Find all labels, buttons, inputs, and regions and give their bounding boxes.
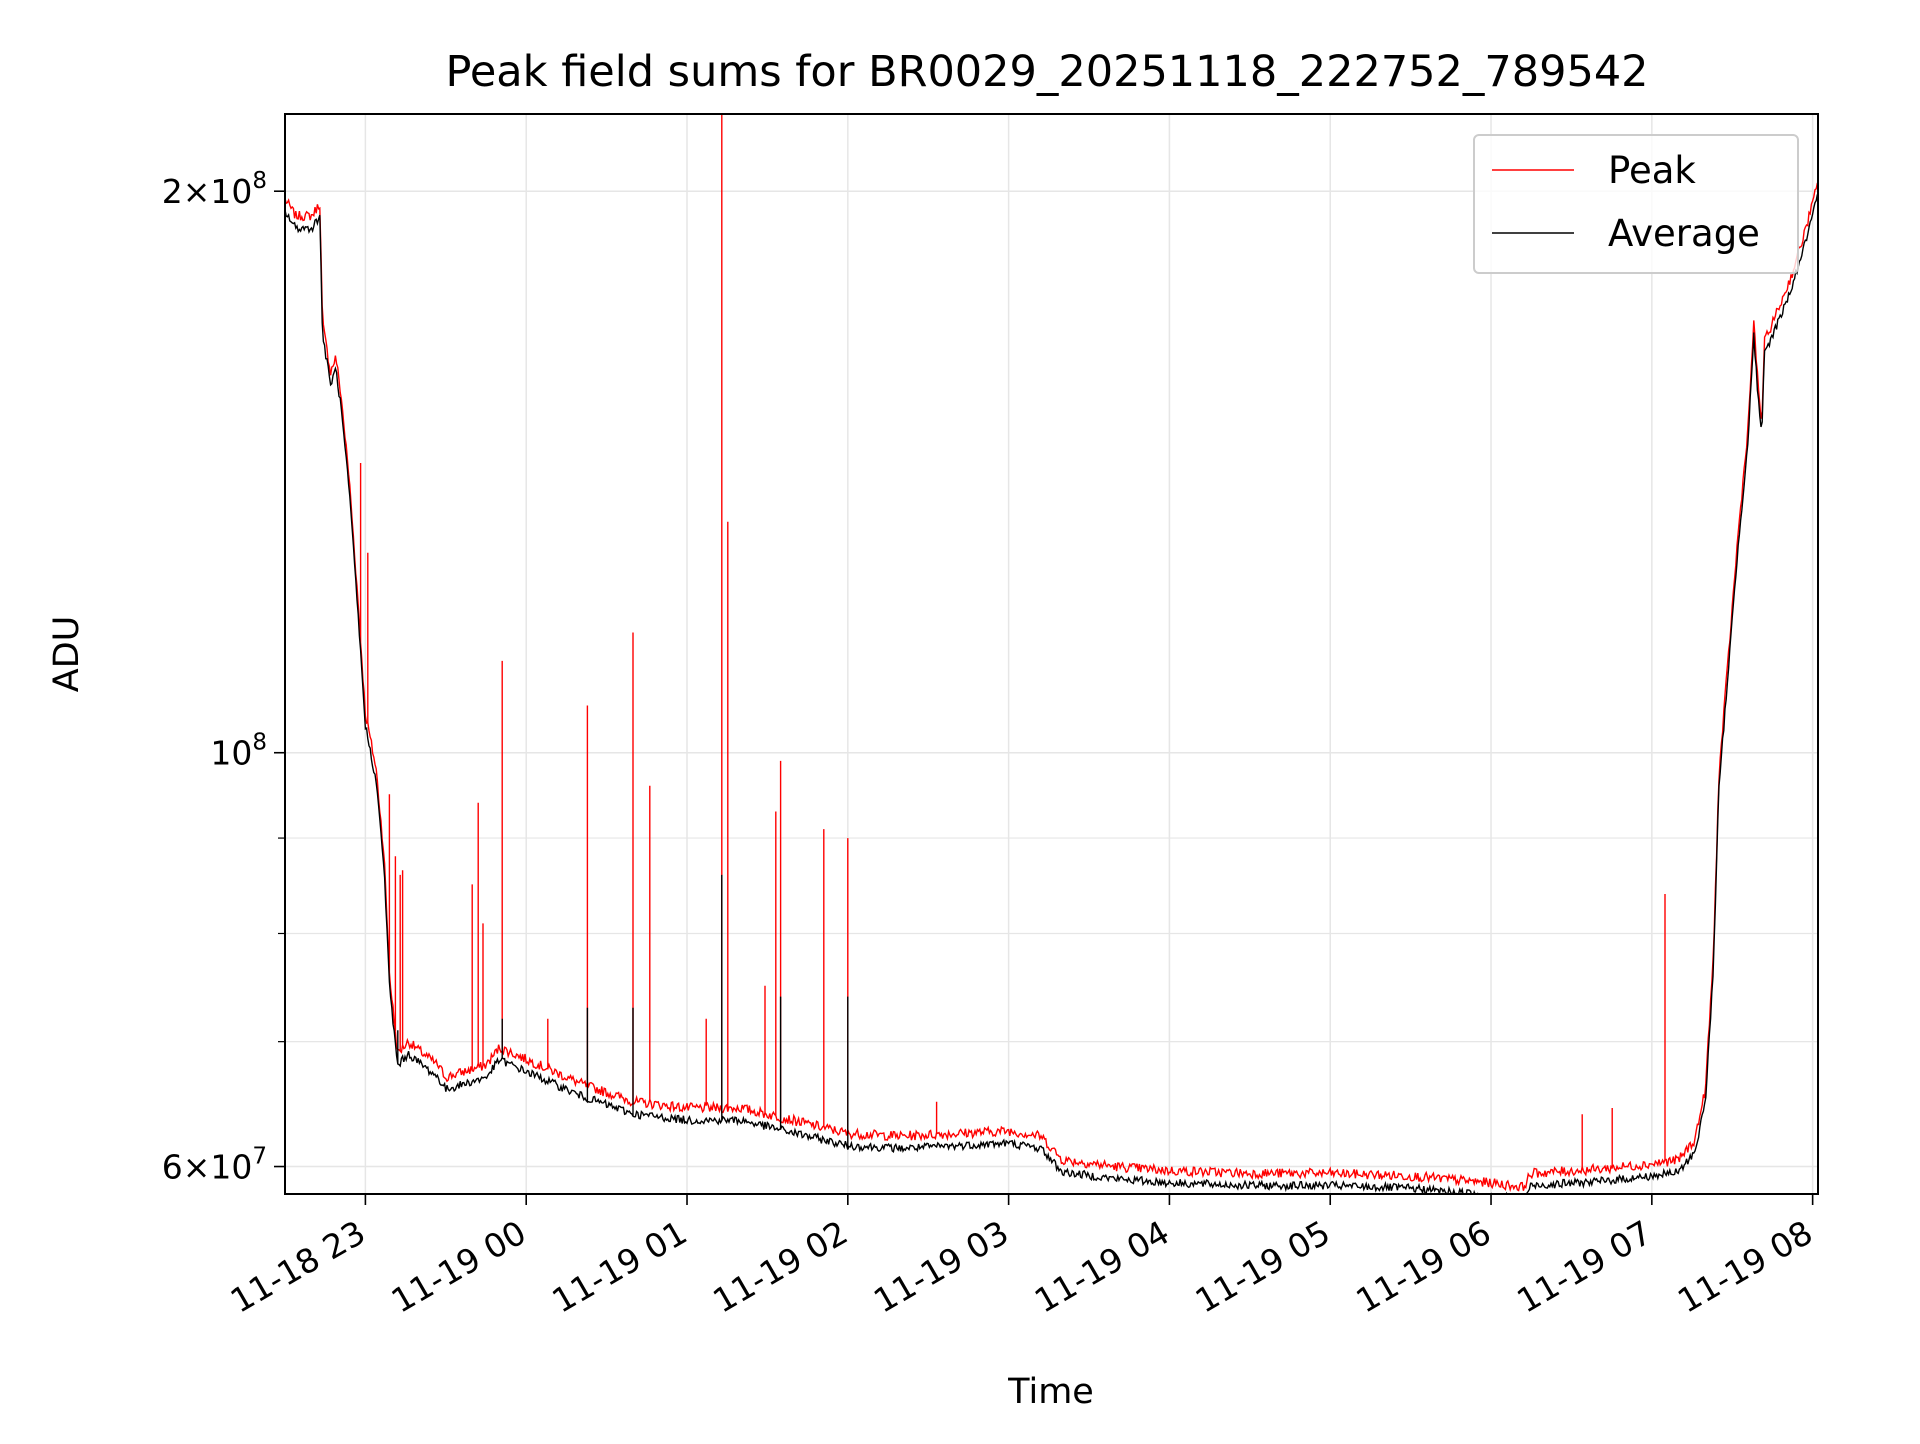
- x-axis-title: Time: [1007, 1372, 1094, 1412]
- y-tick-base: 2×10: [162, 172, 253, 211]
- series-line-average: [285, 194, 1818, 1194]
- grid: [285, 114, 1818, 1194]
- y-axis-title: ADU: [47, 616, 87, 693]
- legend-label-average: Average: [1608, 212, 1760, 255]
- y-tick-label: 108: [210, 730, 267, 773]
- plot-frame: [284, 113, 1819, 1195]
- series-layer: [285, 114, 1818, 1194]
- y-tick-label: 6×107: [162, 1144, 267, 1187]
- chart-title: Peak field sums for BR0029_20251118_2227…: [445, 47, 1648, 97]
- legend: Peak Average: [1473, 134, 1799, 274]
- legend-label-peak: Peak: [1608, 149, 1696, 192]
- y-tick-exponent: 8: [252, 168, 267, 194]
- y-tick-exponent: 7: [252, 1144, 267, 1170]
- y-tick-exponent: 8: [252, 730, 267, 756]
- y-tick-base: 6×10: [162, 1148, 253, 1187]
- series-line-peak: [285, 114, 1818, 1193]
- y-tick-label: 2×108: [162, 168, 267, 211]
- y-tick-base: 10: [210, 734, 252, 773]
